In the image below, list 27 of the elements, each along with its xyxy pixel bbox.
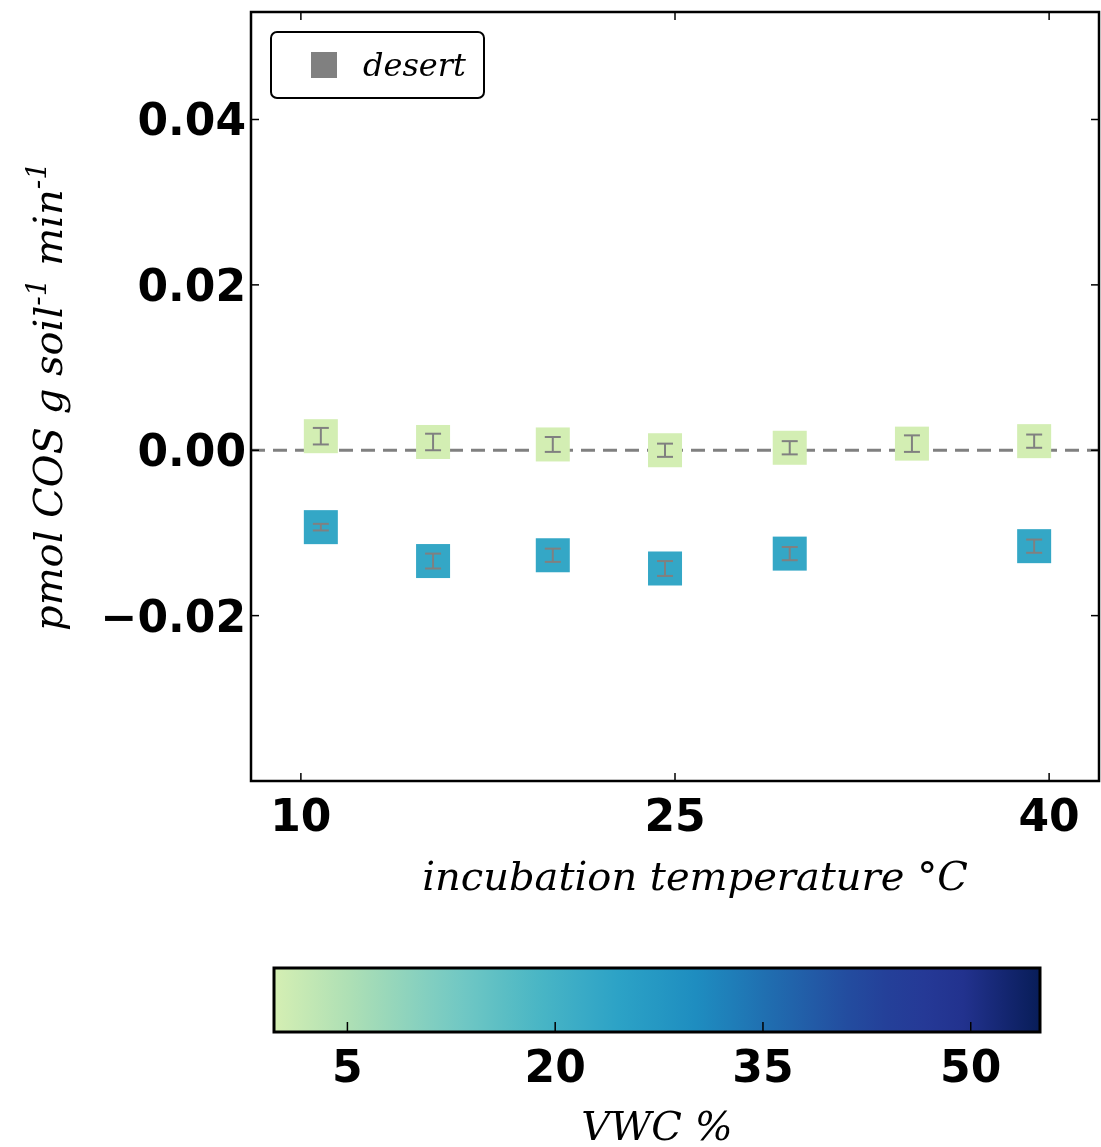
point [303,419,338,454]
color-bar-title: VWC % [581,1103,733,1147]
text: desert [363,46,467,84]
x-tick-label: 40 [1018,790,1080,841]
point [648,433,683,468]
point [535,427,570,462]
point [1017,529,1052,564]
y-tick-label: 0.00 [137,425,246,477]
point [535,538,570,573]
point [772,536,807,571]
point [416,544,451,579]
point [416,424,451,459]
y-tick-label: −0.02 [100,590,246,642]
color-bar-label: 35 [732,1041,794,1092]
point [648,551,683,586]
y-tick-label: 0.04 [137,94,246,146]
x-tick-label: 25 [644,790,706,841]
point [1017,424,1052,459]
point [303,510,338,545]
color-bar-label: 50 [940,1041,1002,1092]
x-tick-label: 10 [270,790,332,841]
y-tick-label: 0.02 [137,259,246,311]
color-bar-label: 5 [332,1041,363,1092]
point [894,426,929,461]
color-bar-label: 20 [524,1041,586,1092]
x-axis-title: incubation temperature °C [422,853,968,899]
point [772,430,807,465]
